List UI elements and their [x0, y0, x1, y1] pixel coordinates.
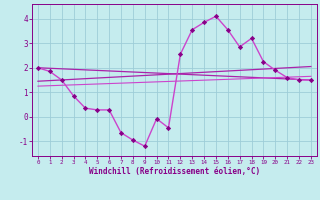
X-axis label: Windchill (Refroidissement éolien,°C): Windchill (Refroidissement éolien,°C)	[89, 167, 260, 176]
